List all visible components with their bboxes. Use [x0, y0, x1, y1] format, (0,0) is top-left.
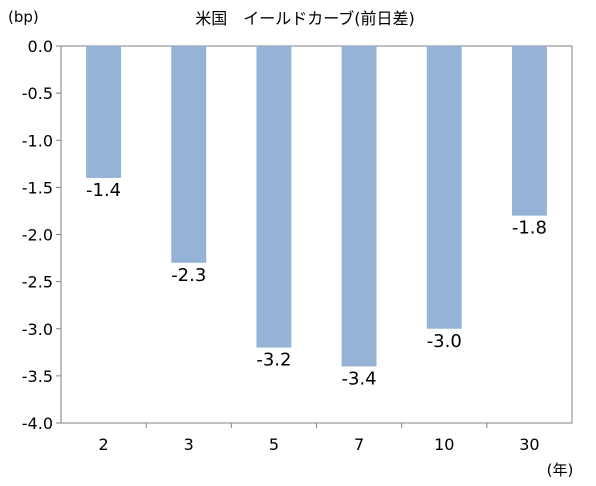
y-axis-ticks: 0.0 -0.5 -1.0 -1.5 -2.0 -2.5 -3.0 -3.5 -4.0	[22, 37, 61, 433]
data-labels: -1.4 -2.3 -3.2 -3.4 -3.0 -1.8	[86, 180, 547, 390]
y-tick-label: -3.0	[22, 320, 53, 339]
x-tick-label: 5	[269, 435, 279, 454]
x-axis-unit: (年)	[547, 461, 574, 479]
bar	[171, 46, 207, 263]
x-tick-label: 30	[519, 435, 539, 454]
data-label: -2.3	[171, 265, 206, 286]
x-axis-ticks: 2 3 5 7 10 30	[98, 423, 540, 454]
x-tick-label: 7	[354, 435, 364, 454]
bar	[86, 46, 122, 178]
x-tick-label: 3	[184, 435, 194, 454]
y-tick-label: -1.5	[22, 178, 53, 197]
data-label: -3.2	[256, 350, 291, 371]
bar-series	[86, 46, 547, 367]
bar	[256, 46, 292, 348]
bar	[426, 46, 462, 329]
x-tick-label: 10	[434, 435, 454, 454]
data-label: -3.0	[427, 331, 462, 352]
y-tick-label: -0.5	[22, 84, 53, 103]
y-tick-label: -2.5	[22, 273, 53, 292]
plot-area	[60, 45, 573, 424]
chart-title: 米国 イールドカーブ(前日差)	[195, 9, 415, 28]
y-axis-unit: (bp)	[8, 8, 39, 26]
y-tick-label: -2.0	[22, 226, 53, 245]
bar	[511, 46, 547, 216]
y-tick-label: 0.0	[28, 37, 53, 56]
x-tick-label: 2	[98, 435, 108, 454]
y-tick-label: -3.5	[22, 367, 53, 386]
y-tick-label: -4.0	[22, 414, 53, 433]
data-label: -3.4	[342, 368, 377, 389]
data-label: -1.4	[86, 180, 121, 201]
data-label: -1.8	[512, 218, 547, 239]
bar	[341, 46, 377, 367]
y-tick-label: -1.0	[22, 131, 53, 150]
